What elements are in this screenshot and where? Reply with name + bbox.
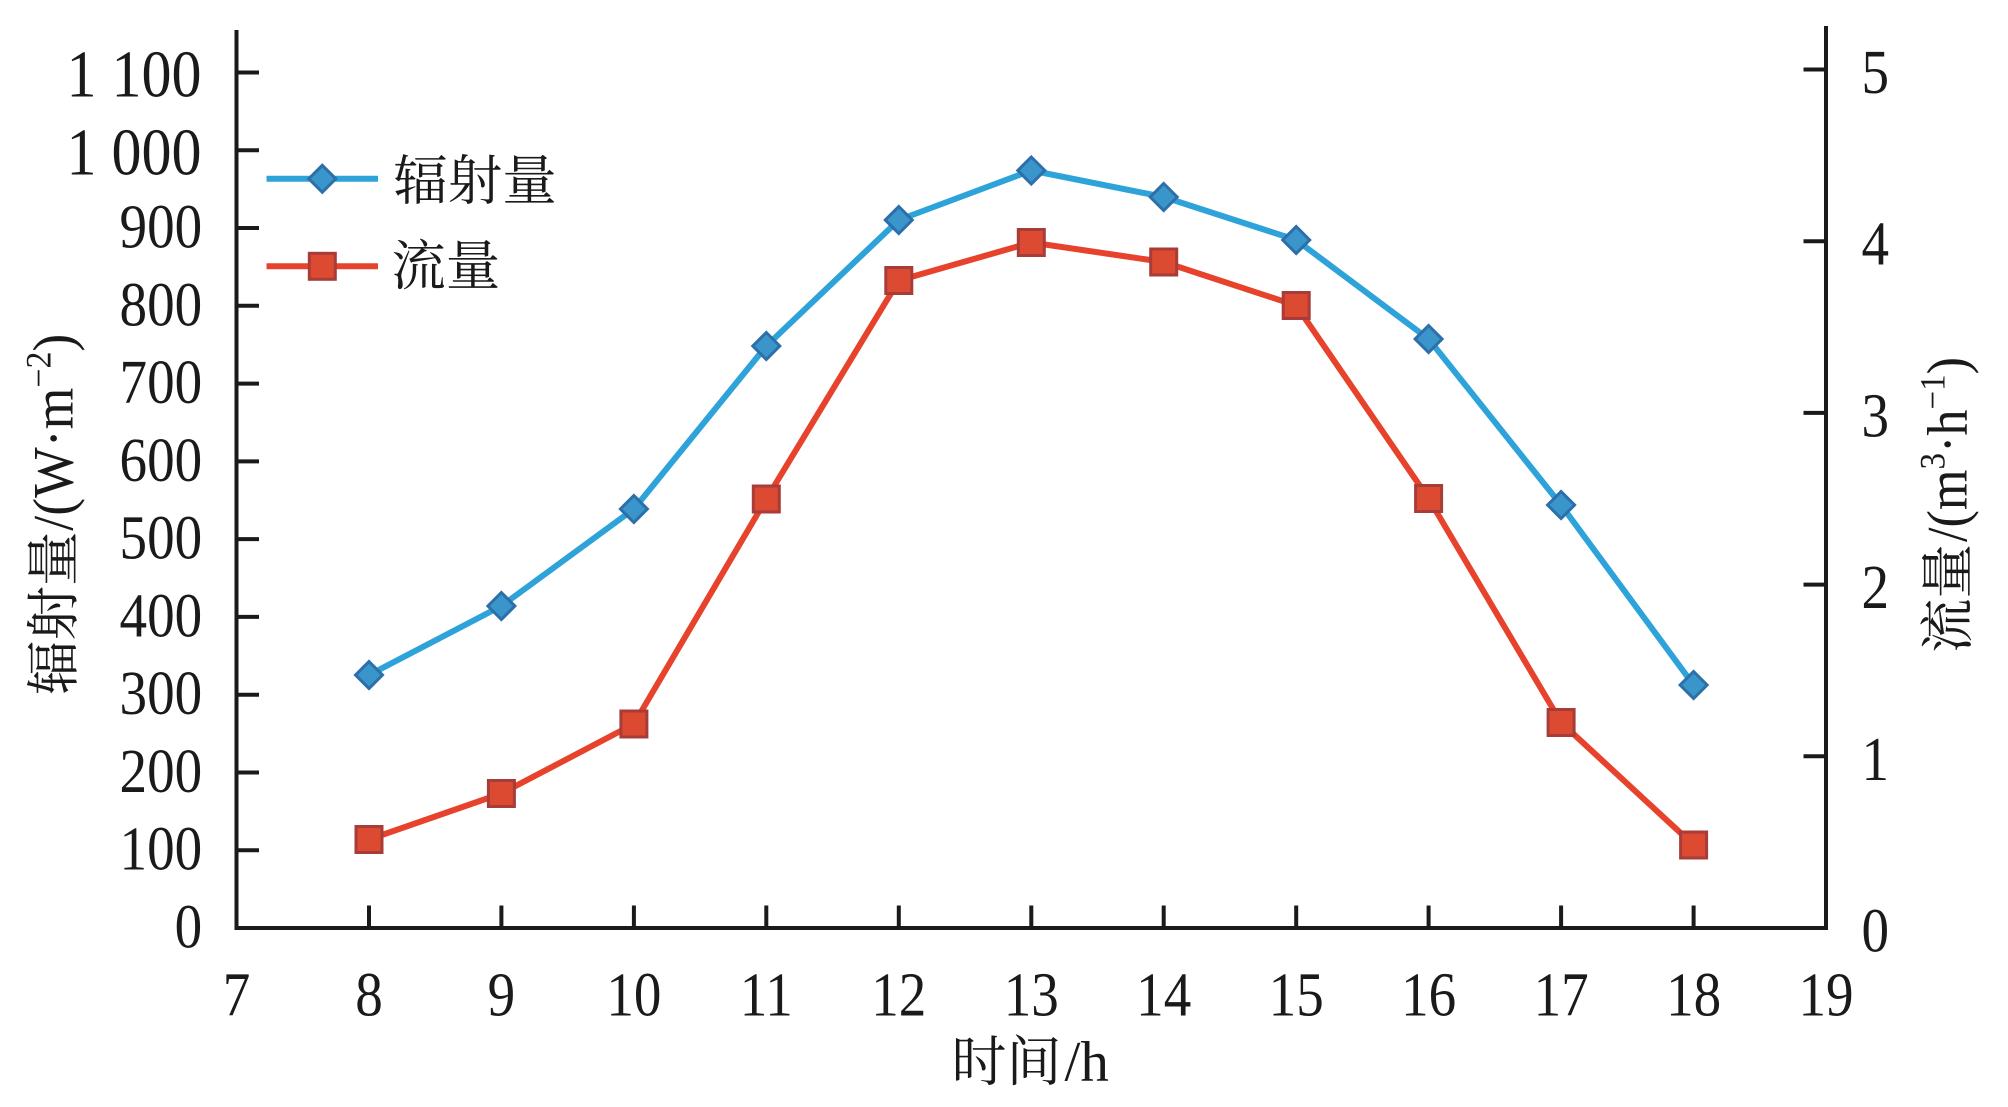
svg-text:500: 500	[120, 504, 203, 573]
svg-text:400: 400	[120, 581, 203, 650]
svg-text:0: 0	[175, 893, 203, 962]
svg-text:11: 11	[740, 960, 793, 1029]
svg-text:900: 900	[120, 193, 203, 262]
svg-text:2: 2	[1862, 553, 1890, 622]
svg-text:18: 18	[1666, 960, 1721, 1029]
svg-text:16: 16	[1401, 960, 1456, 1029]
svg-text:0: 0	[1862, 897, 1890, 966]
svg-text:700: 700	[120, 348, 203, 417]
svg-text:13: 13	[1004, 960, 1059, 1029]
svg-text:9: 9	[488, 960, 516, 1029]
svg-text:1: 1	[1862, 725, 1890, 794]
svg-text:10: 10	[606, 960, 661, 1029]
svg-text:300: 300	[120, 659, 203, 728]
svg-text:3: 3	[1862, 381, 1890, 450]
svg-text:/h: /h	[1065, 1030, 1109, 1093]
svg-text:200: 200	[120, 737, 203, 806]
svg-text:5: 5	[1862, 38, 1890, 107]
svg-text:12: 12	[871, 960, 926, 1029]
svg-text:15: 15	[1269, 960, 1324, 1029]
svg-text:19: 19	[1798, 960, 1853, 1029]
svg-text:4: 4	[1862, 210, 1890, 279]
svg-text:100: 100	[120, 815, 203, 884]
svg-text:800: 800	[120, 270, 203, 339]
svg-text:1 000: 1 000	[67, 115, 202, 189]
svg-text:1 100: 1 100	[67, 38, 202, 112]
svg-text:7: 7	[223, 960, 251, 1029]
svg-text:14: 14	[1136, 960, 1191, 1029]
svg-text:17: 17	[1534, 960, 1589, 1029]
svg-text:/(m3·h−1): /(m3·h−1)	[1912, 357, 1980, 542]
svg-text:8: 8	[355, 960, 383, 1029]
svg-text:600: 600	[120, 426, 203, 495]
